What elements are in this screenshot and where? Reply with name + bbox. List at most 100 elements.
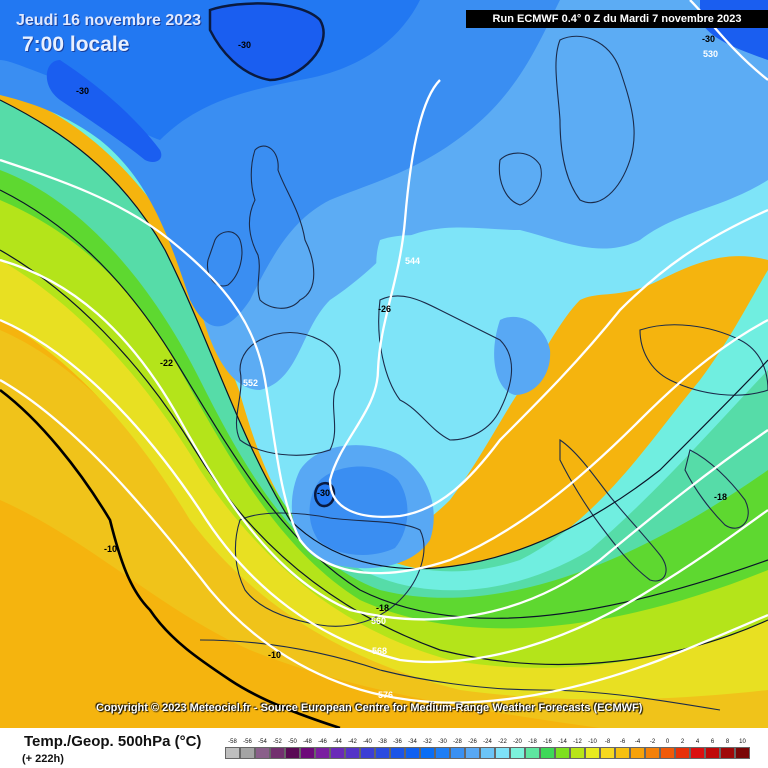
scale-step: -40 bbox=[359, 738, 376, 768]
coastline-italy bbox=[559, 438, 667, 582]
scale-step: -42 bbox=[344, 738, 361, 768]
scale-tick-label: -10 bbox=[588, 739, 597, 745]
scale-swatch bbox=[645, 747, 660, 759]
contour-label: -26 bbox=[378, 304, 391, 314]
scale-swatch bbox=[345, 747, 360, 759]
scale-step: -52 bbox=[269, 738, 286, 768]
band-central-pocket bbox=[494, 316, 551, 395]
geopotential-560 bbox=[0, 258, 768, 621]
coastline-north-africa bbox=[199, 639, 721, 711]
contour-label: 560 bbox=[371, 616, 386, 626]
scale-swatch bbox=[405, 747, 420, 759]
contour-label: 552 bbox=[243, 378, 258, 388]
band-orange-yellow bbox=[0, 330, 768, 728]
copyright-notice: Copyright © 2023 Meteociel.fr - Source E… bbox=[96, 702, 643, 714]
contour-label: -10 bbox=[268, 650, 281, 660]
scale-step: -12 bbox=[569, 738, 586, 768]
scale-tick-label: -46 bbox=[318, 739, 327, 745]
scale-swatch bbox=[570, 747, 585, 759]
scale-swatch bbox=[660, 747, 675, 759]
scale-tick-label: -44 bbox=[333, 739, 342, 745]
scale-step: -10 bbox=[584, 738, 601, 768]
scale-step: -54 bbox=[254, 738, 271, 768]
isotherm-bold-lines bbox=[0, 388, 341, 728]
scale-tick-label: -42 bbox=[348, 739, 357, 745]
scale-step: -34 bbox=[404, 738, 421, 768]
scale-swatch bbox=[540, 747, 555, 759]
scale-step: -32 bbox=[419, 738, 436, 768]
scale-step: -58 bbox=[224, 738, 241, 768]
temperature-bands bbox=[0, 0, 768, 728]
scale-step: -2 bbox=[644, 738, 661, 768]
scale-step: -38 bbox=[374, 738, 391, 768]
coastline-scandinavia bbox=[555, 35, 635, 204]
scale-tick-label: -6 bbox=[619, 739, 626, 745]
scale-tick-label: -18 bbox=[528, 739, 537, 745]
scale-tick-label: -52 bbox=[273, 739, 282, 745]
isotherm-m10 bbox=[0, 388, 341, 728]
scale-step: -6 bbox=[614, 738, 631, 768]
scale-step: 8 bbox=[719, 738, 736, 768]
temperature-field-map: -30 -30 -30 -30 -26 -22 -18 -18 -10 -10 … bbox=[0, 0, 768, 728]
scale-tick-label: -48 bbox=[303, 739, 312, 745]
scale-tick-label: -50 bbox=[288, 739, 297, 745]
scale-tick-label: -56 bbox=[243, 739, 252, 745]
scale-tick-label: -16 bbox=[543, 739, 552, 745]
scale-swatch bbox=[240, 747, 255, 759]
scale-step: -18 bbox=[524, 738, 541, 768]
contour-label: 576 bbox=[378, 690, 393, 700]
scale-swatch bbox=[600, 747, 615, 759]
coastline-iberia bbox=[234, 512, 425, 627]
scale-tick-label: 8 bbox=[725, 739, 730, 745]
isotherm-m22 bbox=[0, 99, 768, 570]
scale-swatch bbox=[285, 747, 300, 759]
scale-swatch bbox=[315, 747, 330, 759]
scale-step: -16 bbox=[539, 738, 556, 768]
scale-step: -50 bbox=[284, 738, 301, 768]
scale-tick-label: -4 bbox=[634, 739, 641, 745]
scale-swatch bbox=[360, 747, 375, 759]
scale-step: -8 bbox=[599, 738, 616, 768]
scale-step: -46 bbox=[314, 738, 331, 768]
model-run-info: Run ECMWF 0.4° 0 Z du Mardi 7 novembre 2… bbox=[466, 10, 768, 28]
scale-swatch bbox=[705, 747, 720, 759]
contour-label: -30 bbox=[238, 40, 251, 50]
geopotential-lines bbox=[0, 0, 768, 704]
scale-swatch bbox=[525, 747, 540, 759]
scale-step: -22 bbox=[494, 738, 511, 768]
scale-step: -30 bbox=[434, 738, 451, 768]
scale-swatch bbox=[300, 747, 315, 759]
scale-step: 6 bbox=[704, 738, 721, 768]
legend-title: Temp./Geop. 500hPa (°C) bbox=[24, 733, 202, 750]
scale-swatch bbox=[615, 747, 630, 759]
geopotential-552 bbox=[0, 158, 768, 575]
band-iberia-core bbox=[309, 466, 408, 555]
scale-tick-label: -12 bbox=[573, 739, 582, 745]
scale-step: -20 bbox=[509, 738, 526, 768]
band-cold-core-north bbox=[208, 2, 325, 82]
contour-labels: -30 -30 -30 -30 -26 -22 -18 -18 -10 -10 … bbox=[76, 34, 727, 700]
contour-label: -30 bbox=[76, 86, 89, 96]
scale-tick-label: 2 bbox=[680, 739, 685, 745]
scale-step: -48 bbox=[299, 738, 316, 768]
contour-label: -30 bbox=[317, 488, 330, 498]
scale-swatch bbox=[735, 747, 750, 759]
scale-swatch bbox=[450, 747, 465, 759]
scale-swatch bbox=[675, 747, 690, 759]
contour-label: 544 bbox=[405, 256, 420, 266]
contour-label: -22 bbox=[160, 358, 173, 368]
scale-tick-label: -22 bbox=[498, 739, 507, 745]
scale-step: 2 bbox=[674, 738, 691, 768]
isotherm-m14 bbox=[0, 249, 768, 666]
geopotential-568 bbox=[0, 318, 768, 664]
scale-tick-label: 6 bbox=[710, 739, 715, 745]
scale-tick-label: -2 bbox=[649, 739, 656, 745]
scale-tick-label: -58 bbox=[228, 739, 237, 745]
contour-label: -10 bbox=[104, 544, 117, 554]
scale-step: -56 bbox=[239, 738, 256, 768]
coastline-denmark bbox=[498, 152, 542, 206]
scale-swatch bbox=[585, 747, 600, 759]
band-yellow bbox=[0, 250, 768, 700]
coastline-france bbox=[235, 332, 341, 456]
